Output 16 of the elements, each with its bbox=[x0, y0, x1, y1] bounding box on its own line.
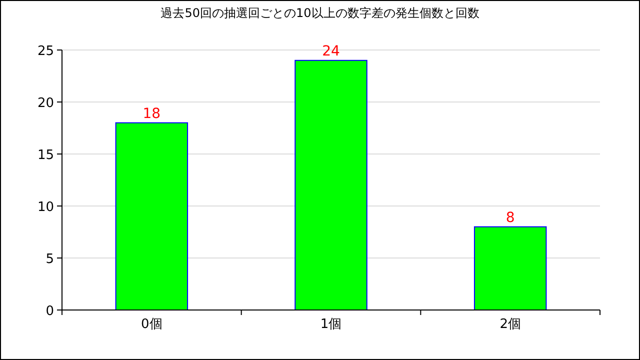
bar bbox=[474, 226, 547, 310]
bar bbox=[294, 60, 368, 310]
data-label: 24 bbox=[322, 43, 340, 60]
x-tick-label: 2個 bbox=[500, 317, 521, 332]
y-tick-label: 5 bbox=[46, 252, 54, 267]
y-tick-label: 20 bbox=[37, 96, 54, 111]
bar bbox=[115, 122, 188, 310]
data-label: 18 bbox=[142, 106, 161, 122]
data-label: 8 bbox=[506, 210, 515, 226]
x-tick-label: 0個 bbox=[141, 317, 162, 332]
chart-title: 過去50回の抽選回ごとの10以上の数字差の発生個数と回数 bbox=[160, 6, 480, 20]
x-tick-label: 1個 bbox=[320, 317, 342, 332]
y-tick-label: 0 bbox=[46, 304, 54, 319]
y-tick-label: 10 bbox=[37, 200, 54, 215]
y-tick-label: 15 bbox=[37, 148, 54, 163]
y-tick-label: 25 bbox=[37, 44, 54, 59]
